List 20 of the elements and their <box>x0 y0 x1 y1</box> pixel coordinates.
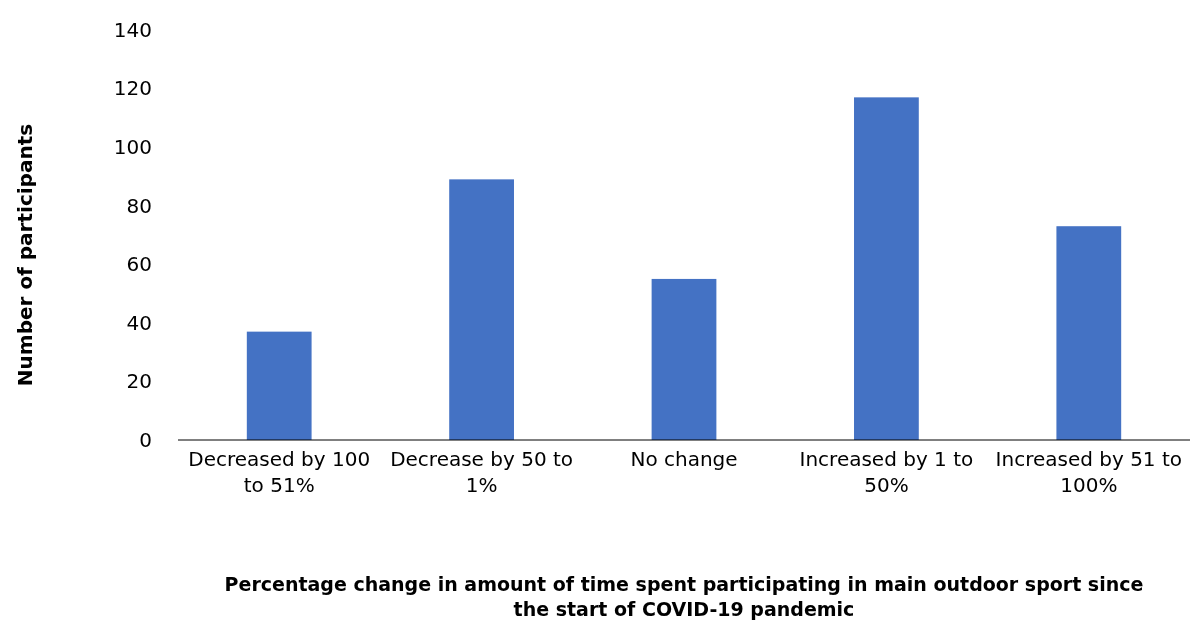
x-tick-label: No change <box>630 447 738 471</box>
x-axis-title: Percentage change in amount of time spent participating in main outdoor sport since the start of COVID-19 pandemic <box>224 573 1144 620</box>
x-tick-label: Decrease by 50 to 1% <box>390 447 574 497</box>
bar <box>449 179 514 440</box>
y-tick-label: 20 <box>126 369 152 394</box>
x-tick-label: Decreased by 100 to 51% <box>188 447 371 497</box>
bar <box>854 97 919 440</box>
y-tick-label: 120 <box>113 76 152 101</box>
y-axis-title: Number of participants <box>13 123 37 387</box>
y-tick-label: 100 <box>113 135 152 160</box>
bar <box>1056 226 1122 440</box>
bar <box>651 278 717 440</box>
y-tick-label: 80 <box>126 193 152 218</box>
y-tick-label: 140 <box>113 17 152 42</box>
y-tick-label: 60 <box>126 252 152 277</box>
y-tick-label: 0 <box>139 427 152 452</box>
bar <box>246 331 312 440</box>
x-tick-label: Increased by 1 to 50% <box>799 447 974 497</box>
y-tick-label: 40 <box>126 310 152 335</box>
x-tick-label: Increased by 51 to 100% <box>995 447 1183 497</box>
